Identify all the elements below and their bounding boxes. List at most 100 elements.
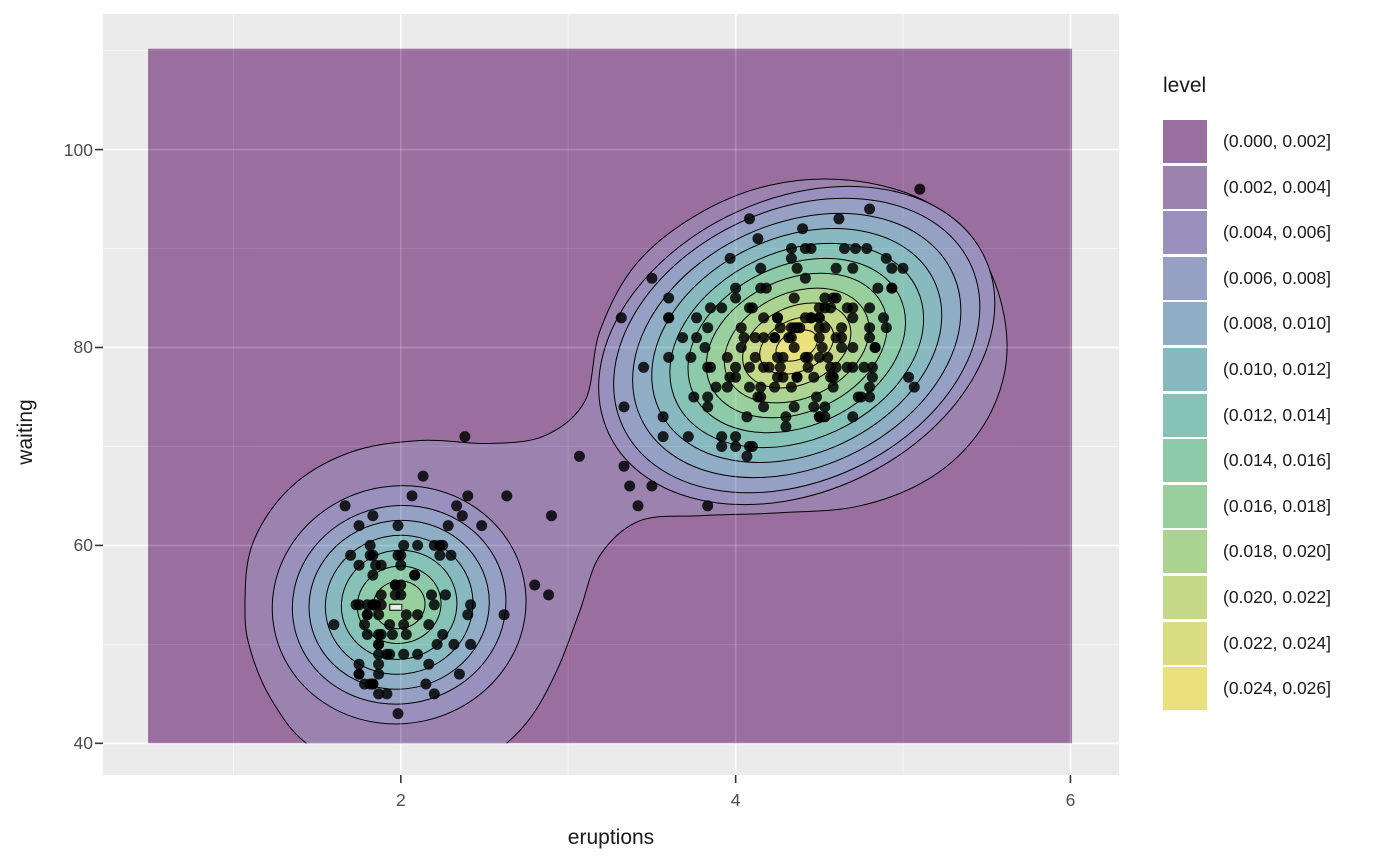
data-point xyxy=(830,262,842,274)
data-point xyxy=(465,599,477,611)
legend-entry: (0.016, 0.018] xyxy=(1163,484,1331,528)
data-point xyxy=(646,272,658,284)
data-point xyxy=(785,381,797,393)
data-point xyxy=(847,302,859,314)
data-point xyxy=(573,450,585,462)
legend-label: (0.018, 0.020] xyxy=(1223,541,1331,562)
data-point xyxy=(758,312,770,324)
data-point xyxy=(615,312,627,324)
data-point xyxy=(400,609,412,621)
data-point xyxy=(839,243,850,254)
data-point xyxy=(688,391,700,403)
peak-contour-artifact xyxy=(389,603,403,611)
data-point xyxy=(780,421,792,433)
data-point xyxy=(777,371,789,383)
data-point xyxy=(799,243,811,254)
data-point xyxy=(788,292,800,304)
data-point xyxy=(437,629,449,640)
legend-swatch xyxy=(1163,120,1207,163)
data-point xyxy=(423,658,435,670)
data-point xyxy=(434,549,446,561)
data-point xyxy=(827,381,839,393)
data-point xyxy=(836,342,848,353)
data-point xyxy=(353,599,365,611)
data-point xyxy=(830,332,842,344)
data-point xyxy=(878,312,889,324)
legend-label: (0.004, 0.006] xyxy=(1223,222,1331,243)
data-point xyxy=(897,262,909,274)
data-point xyxy=(462,609,474,621)
data-point xyxy=(392,708,404,720)
data-point xyxy=(691,312,703,324)
data-point xyxy=(375,589,387,601)
data-point xyxy=(392,520,404,532)
data-point xyxy=(780,411,792,423)
data-point xyxy=(847,312,859,324)
legend-swatch xyxy=(1163,575,1207,619)
data-point xyxy=(359,619,370,631)
data-point xyxy=(428,688,440,700)
data-point xyxy=(914,183,926,195)
data-point xyxy=(412,539,424,551)
legend-entry: (0.018, 0.020] xyxy=(1163,530,1331,574)
data-point xyxy=(440,589,451,601)
legend-entry: (0.024, 0.026] xyxy=(1163,667,1331,711)
data-point xyxy=(724,252,736,264)
data-point xyxy=(774,322,786,334)
legend-label: (0.014, 0.016] xyxy=(1223,450,1331,471)
legend-entry: (0.012, 0.014] xyxy=(1163,393,1331,437)
legend-title: level xyxy=(1163,74,1207,97)
data-point xyxy=(813,312,825,324)
data-point xyxy=(788,401,800,413)
legend-label: (0.024, 0.026] xyxy=(1223,678,1331,699)
data-point xyxy=(392,549,404,561)
data-point xyxy=(841,361,853,373)
data-point xyxy=(476,520,488,532)
data-point xyxy=(738,332,750,344)
data-point xyxy=(353,520,365,532)
data-point xyxy=(872,282,884,294)
data-point xyxy=(752,233,764,245)
data-point xyxy=(716,441,728,452)
data-point xyxy=(375,629,387,640)
legend-label: (0.000, 0.002] xyxy=(1223,131,1331,151)
data-point xyxy=(760,282,772,294)
legend-entry: (0.006, 0.008] xyxy=(1163,256,1331,300)
data-point xyxy=(769,381,781,393)
data-point xyxy=(866,371,878,383)
data-point xyxy=(638,361,650,373)
data-point xyxy=(409,569,421,581)
legend-swatch xyxy=(1163,211,1207,255)
data-point xyxy=(847,411,859,423)
data-point xyxy=(858,361,870,373)
data-point xyxy=(819,292,831,304)
legend-label: (0.016, 0.018] xyxy=(1223,495,1331,516)
data-point xyxy=(880,322,892,334)
data-point xyxy=(426,589,437,601)
data-point xyxy=(361,629,373,640)
data-point xyxy=(705,302,716,314)
data-point xyxy=(501,490,513,502)
legend-label: (0.010, 0.012] xyxy=(1223,358,1331,379)
data-point xyxy=(735,342,747,353)
data-point xyxy=(691,332,703,344)
data-point xyxy=(799,351,811,363)
data-point xyxy=(386,629,398,640)
data-point xyxy=(730,282,742,294)
data-point xyxy=(822,351,834,363)
legend-entry: (0.022, 0.024] xyxy=(1163,621,1331,665)
data-point xyxy=(908,381,920,393)
data-point xyxy=(353,668,365,680)
data-point xyxy=(866,361,878,373)
data-point xyxy=(744,213,755,225)
data-point xyxy=(657,411,669,423)
legend-label: (0.012, 0.014] xyxy=(1223,404,1331,425)
data-point xyxy=(741,411,753,423)
legend-entry: (0.002, 0.004] xyxy=(1163,165,1331,209)
data-point xyxy=(758,332,770,344)
data-point xyxy=(543,589,555,601)
data-point xyxy=(442,520,454,532)
legend-swatch xyxy=(1163,165,1207,209)
data-point xyxy=(755,381,767,393)
y-axis-title: waiting xyxy=(14,399,37,465)
